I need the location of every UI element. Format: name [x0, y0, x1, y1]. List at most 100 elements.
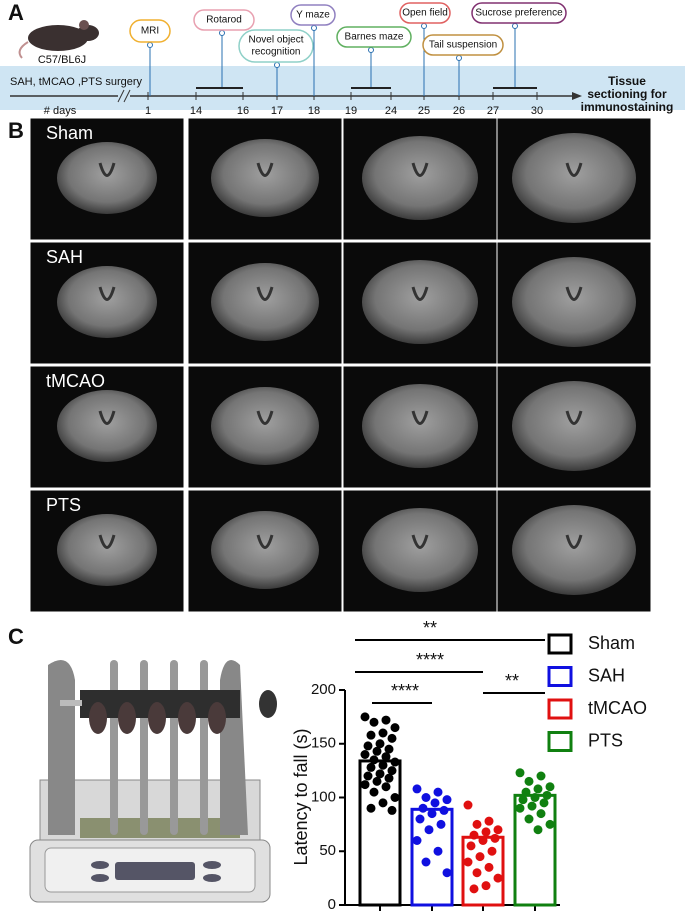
- significance-label: ****: [391, 681, 419, 701]
- event-box: [399, 2, 451, 24]
- panel-label: C: [8, 624, 24, 649]
- legend-label: SAH: [588, 665, 625, 685]
- mri-ventricle: [256, 410, 274, 425]
- data-point: [421, 793, 431, 802]
- legend-swatch: [547, 633, 573, 655]
- row-label: Sham: [46, 123, 93, 143]
- data-point: [533, 784, 543, 794]
- data-point: [378, 798, 388, 808]
- data-point: [481, 827, 491, 837]
- bar: [358, 759, 402, 907]
- data-point: [421, 857, 431, 867]
- axis-break-gap: [118, 88, 130, 104]
- row-label: SAH: [46, 247, 83, 267]
- day-label: 27: [487, 105, 499, 117]
- day-label: 14: [190, 105, 202, 117]
- panel-label: A: [8, 0, 24, 25]
- mri-ventricle: [98, 162, 116, 177]
- data-point: [472, 868, 482, 878]
- data-point: [430, 798, 440, 808]
- data-point: [481, 881, 491, 891]
- data-point: [524, 814, 534, 824]
- mri-brain: [512, 133, 636, 223]
- mri-brain: [362, 384, 478, 468]
- day-label: 24: [385, 105, 397, 117]
- mri-brain: [211, 387, 319, 465]
- mri-ventricle: [565, 410, 583, 425]
- end-label: immunostaining: [581, 100, 674, 114]
- mri-ventricle: [98, 286, 116, 301]
- data-point: [412, 836, 422, 845]
- data-point: [493, 825, 503, 835]
- timeline-band: [0, 66, 685, 110]
- day-label: 17: [271, 105, 283, 117]
- event-label: Open field: [402, 8, 448, 19]
- data-point: [375, 769, 385, 779]
- data-point: [442, 795, 452, 805]
- legend-label: tMCAO: [588, 698, 647, 718]
- data-point: [384, 773, 394, 783]
- data-point: [366, 803, 376, 813]
- event-dot: [219, 30, 225, 36]
- data-point: [463, 800, 473, 810]
- significance-label: ****: [416, 650, 444, 670]
- event-label: Novel object: [248, 35, 303, 46]
- mri-brain: [57, 142, 157, 214]
- timeline-arrow: [572, 92, 582, 100]
- y-tick-label: 150: [311, 735, 336, 752]
- axis-break: [117, 89, 125, 103]
- data-point: [463, 857, 473, 867]
- data-point: [436, 819, 446, 829]
- significance-label: **: [505, 671, 519, 691]
- data-point: [363, 771, 373, 781]
- data-point: [515, 803, 525, 813]
- mri-ventricle: [98, 534, 116, 549]
- mri-brain: [211, 511, 319, 589]
- data-point: [515, 768, 525, 778]
- data-point: [524, 776, 534, 786]
- rotarod-illustration: [29, 660, 277, 903]
- mri-ventricle: [411, 162, 429, 177]
- data-point: [427, 809, 437, 819]
- data-point: [536, 809, 546, 819]
- mri-ventricle: [411, 410, 429, 425]
- panel-label: B: [8, 118, 24, 143]
- event-label: MRI: [141, 26, 159, 37]
- event-dot: [274, 62, 280, 68]
- mri-brain: [512, 505, 636, 595]
- y-tick-label: 50: [319, 842, 336, 859]
- data-point: [484, 816, 494, 826]
- bar: [513, 793, 557, 907]
- event-label: Y maze: [296, 10, 330, 21]
- mri-brain: [362, 136, 478, 220]
- data-point: [415, 814, 425, 824]
- data-point: [466, 841, 476, 851]
- data-point: [539, 798, 549, 808]
- bar: [410, 807, 454, 907]
- data-point: [366, 762, 376, 772]
- data-point: [390, 723, 400, 733]
- data-point: [433, 846, 443, 856]
- significance-label: **: [423, 618, 437, 638]
- event-label: Sucrose preference: [475, 8, 563, 19]
- data-point: [518, 795, 528, 805]
- event-dot: [421, 23, 427, 29]
- data-point: [387, 805, 397, 815]
- event-label: recognition: [252, 47, 301, 58]
- data-point: [533, 825, 543, 835]
- data-point: [378, 728, 388, 738]
- event-box: [193, 9, 255, 31]
- data-point: [384, 744, 394, 754]
- event-dot: [368, 47, 374, 53]
- data-point: [366, 730, 376, 740]
- y-tick-label: 200: [311, 681, 336, 698]
- data-point: [381, 752, 391, 762]
- data-point: [387, 733, 397, 743]
- data-point: [469, 884, 479, 894]
- mri-ventricle: [256, 162, 274, 177]
- event-dot: [311, 25, 317, 31]
- legend-swatch: [547, 731, 573, 752]
- event-label: Barnes maze: [345, 32, 404, 43]
- data-point: [545, 819, 555, 829]
